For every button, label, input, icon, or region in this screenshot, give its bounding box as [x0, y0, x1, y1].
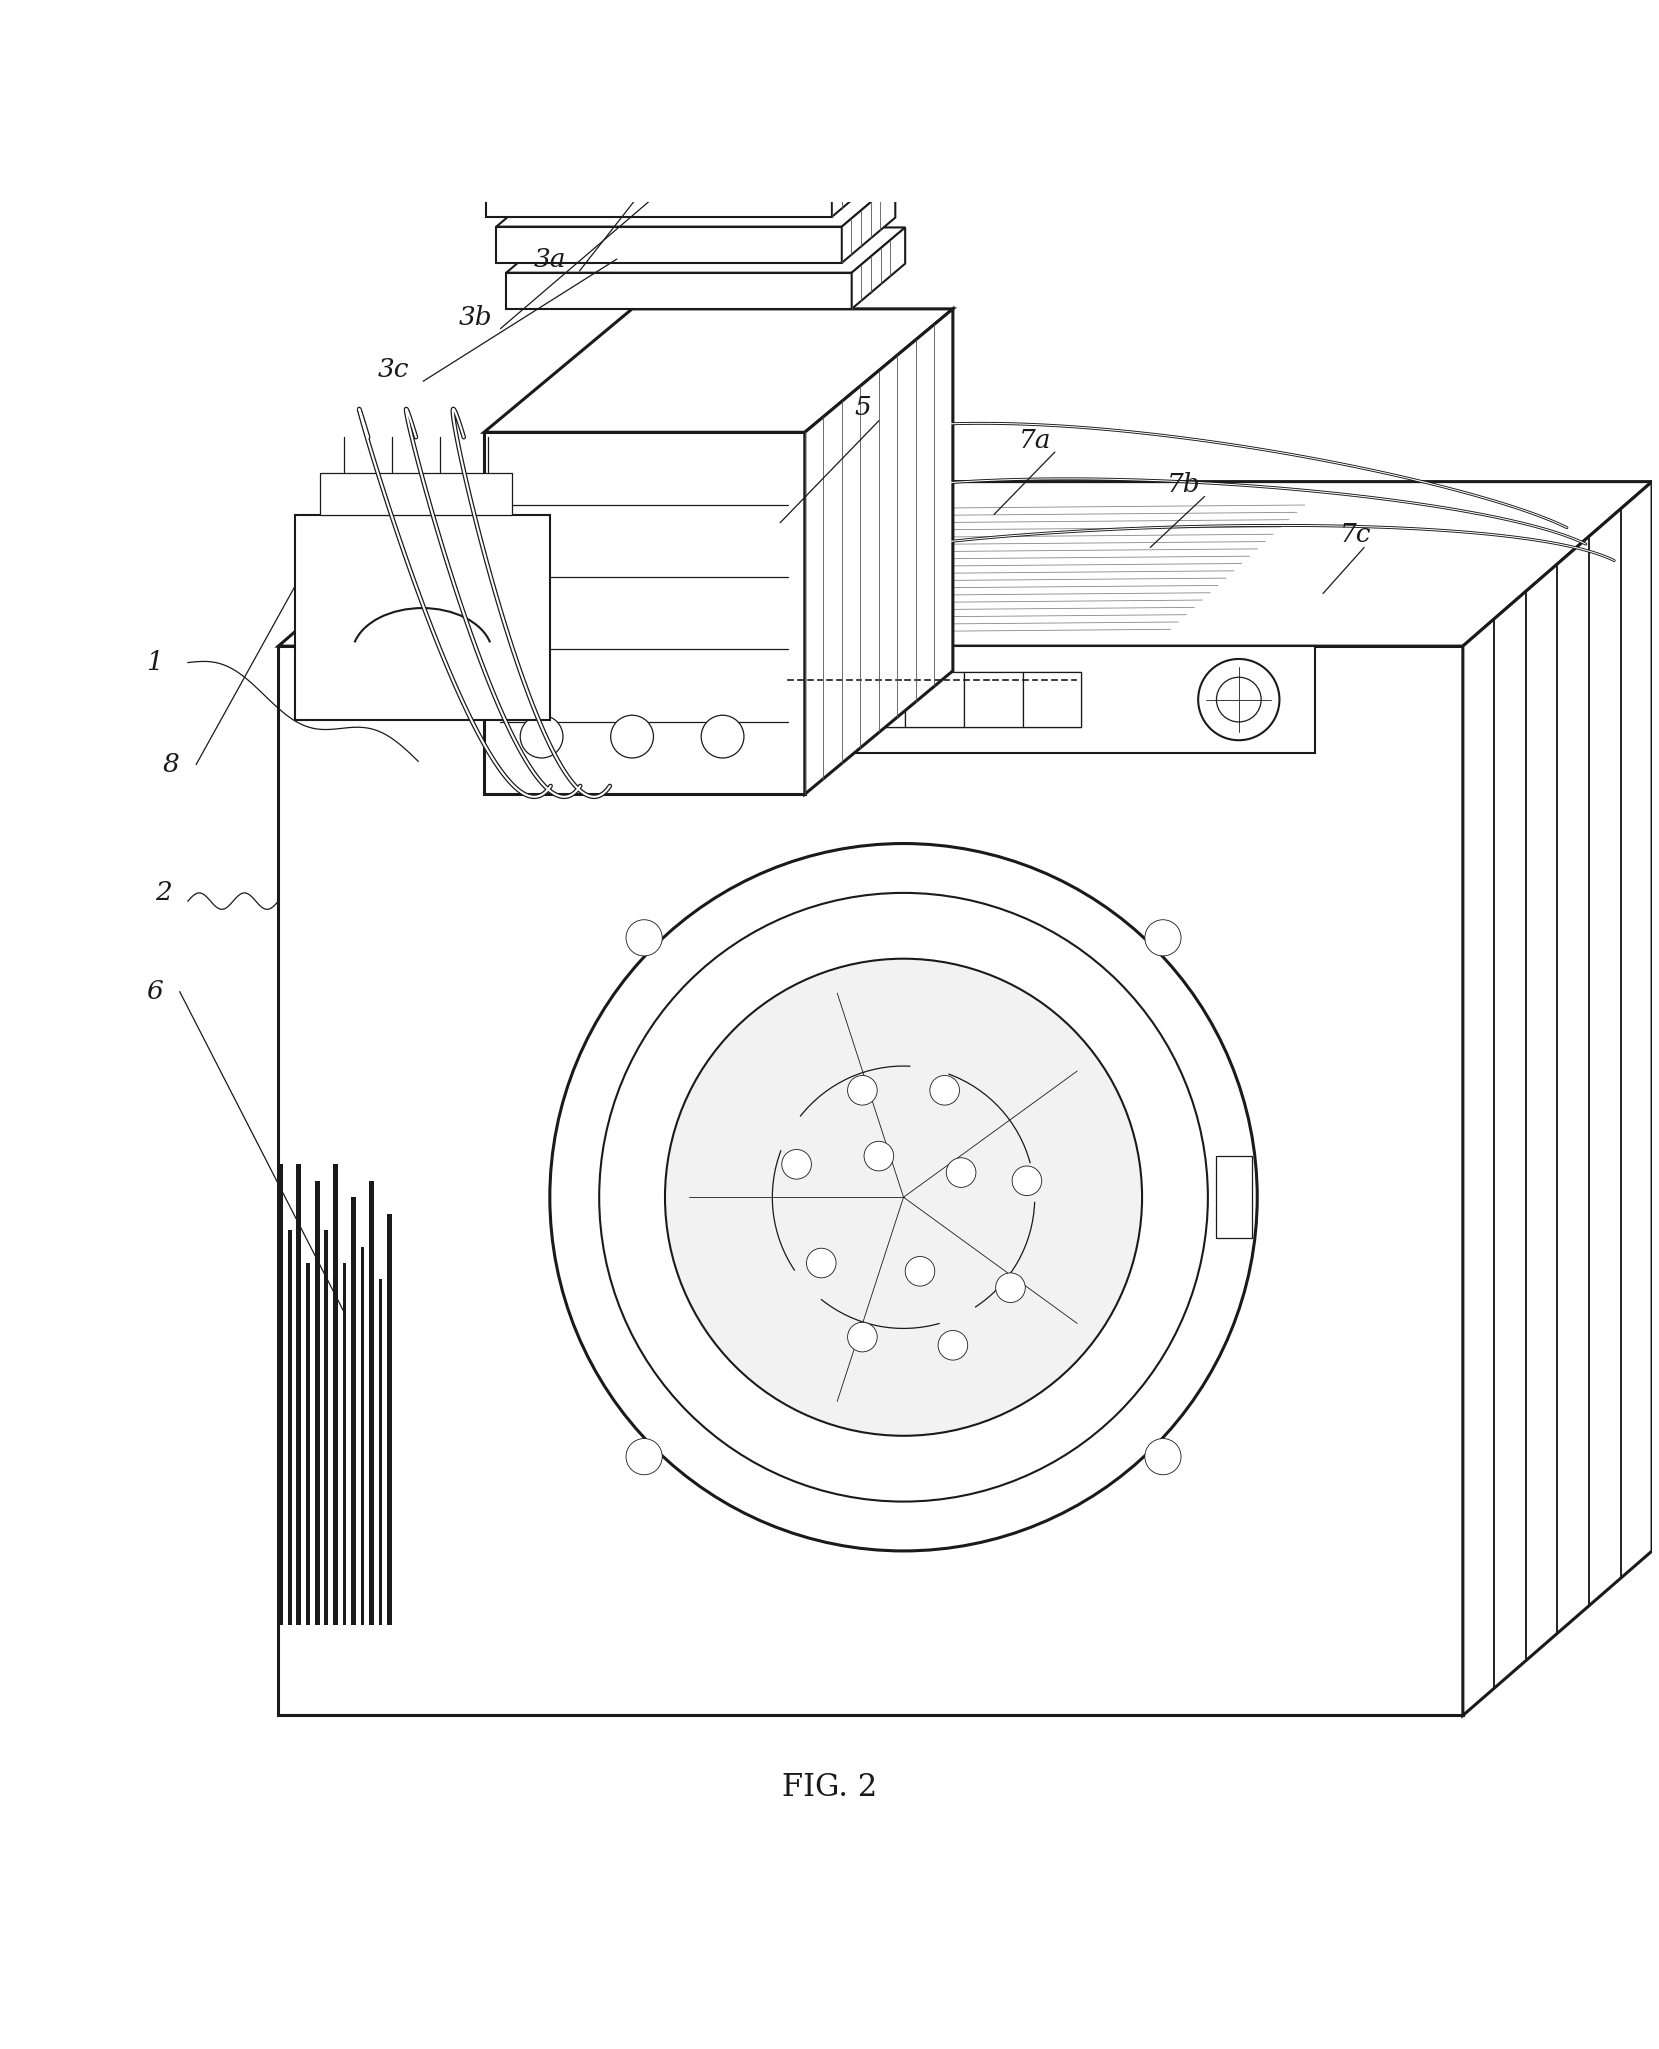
Circle shape	[702, 715, 743, 758]
Bar	[846, 672, 906, 727]
Polygon shape	[805, 309, 952, 795]
Bar	[1216, 1156, 1253, 1238]
Circle shape	[549, 844, 1258, 1551]
Polygon shape	[728, 502, 1309, 633]
Bar	[307, 1262, 310, 1625]
Bar	[333, 1164, 338, 1625]
Polygon shape	[1463, 482, 1652, 1715]
Bar	[506, 273, 851, 309]
Bar	[279, 1164, 284, 1625]
Circle shape	[848, 1322, 878, 1352]
Circle shape	[1145, 1438, 1181, 1475]
Text: 6: 6	[146, 979, 163, 1004]
Bar	[315, 1180, 320, 1625]
Text: 3b: 3b	[460, 305, 493, 330]
Circle shape	[1145, 920, 1181, 957]
Bar	[387, 1213, 392, 1625]
Bar	[788, 672, 1082, 727]
Bar	[964, 672, 1022, 727]
Bar	[486, 180, 831, 217]
Polygon shape	[484, 309, 952, 432]
Text: 3c: 3c	[378, 357, 410, 383]
Bar	[906, 672, 964, 727]
Circle shape	[864, 1141, 894, 1170]
Bar	[325, 1229, 328, 1625]
Bar	[771, 645, 1316, 754]
Bar	[350, 1197, 355, 1625]
Bar	[484, 432, 805, 795]
Text: 7c: 7c	[1340, 522, 1372, 547]
Circle shape	[599, 893, 1208, 1502]
Bar	[788, 672, 846, 727]
Bar	[279, 645, 1463, 1715]
Bar	[496, 227, 841, 262]
Circle shape	[946, 1158, 975, 1186]
Text: 2: 2	[154, 881, 171, 906]
Circle shape	[625, 920, 662, 957]
Polygon shape	[841, 182, 896, 262]
Circle shape	[806, 1248, 836, 1279]
Polygon shape	[496, 182, 896, 227]
Polygon shape	[851, 227, 906, 309]
Circle shape	[625, 1438, 662, 1475]
Bar	[320, 473, 511, 514]
Bar	[1022, 672, 1082, 727]
Circle shape	[995, 1272, 1025, 1303]
Text: FIG. 2: FIG. 2	[781, 1772, 878, 1803]
Bar	[342, 1262, 345, 1625]
Polygon shape	[279, 482, 1652, 645]
Text: 5: 5	[854, 395, 871, 420]
Circle shape	[937, 1330, 967, 1361]
Circle shape	[781, 1149, 811, 1178]
Text: 7a: 7a	[1019, 428, 1052, 453]
Circle shape	[1216, 678, 1261, 721]
Circle shape	[848, 1076, 878, 1104]
Circle shape	[665, 959, 1141, 1436]
Bar	[360, 1246, 363, 1625]
Text: 1: 1	[146, 650, 163, 674]
Bar	[378, 1279, 382, 1625]
Bar	[368, 1180, 373, 1625]
Circle shape	[521, 715, 562, 758]
Text: 7b: 7b	[1166, 473, 1199, 498]
Polygon shape	[506, 227, 906, 273]
Text: 8: 8	[163, 752, 179, 777]
Polygon shape	[486, 135, 886, 180]
Circle shape	[1012, 1166, 1042, 1197]
Bar	[295, 514, 549, 719]
Bar	[297, 1164, 302, 1625]
Circle shape	[929, 1076, 959, 1104]
Circle shape	[906, 1256, 934, 1287]
Text: 3a: 3a	[534, 248, 566, 273]
Polygon shape	[831, 135, 886, 217]
Circle shape	[611, 715, 654, 758]
Bar	[289, 1229, 292, 1625]
Circle shape	[1198, 660, 1279, 740]
